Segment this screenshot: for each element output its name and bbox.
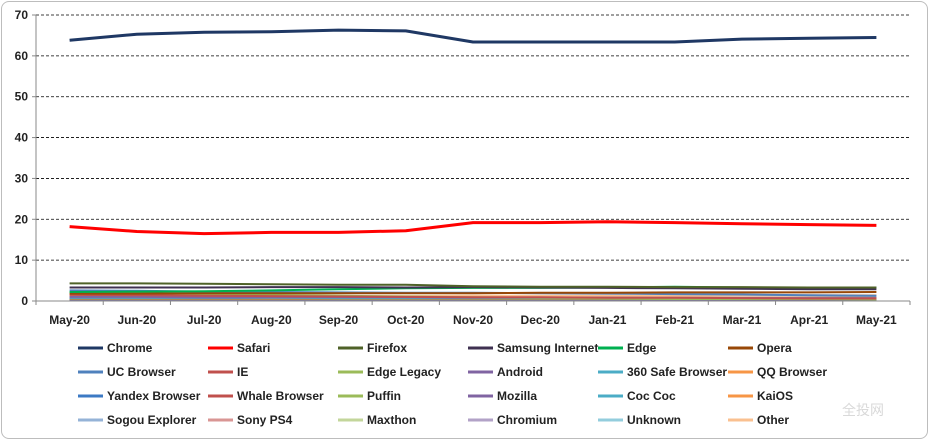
series-line-opera: [69, 291, 877, 295]
y-tick-label: 20: [15, 212, 29, 226]
legend-label: UC Browser: [107, 365, 176, 379]
legend-item-360-safe-browser: 360 Safe Browser: [598, 365, 727, 379]
x-tick-label: Nov-20: [453, 313, 493, 327]
legend-item-chromium: Chromium: [468, 413, 557, 427]
y-tick-label: 40: [15, 131, 29, 145]
y-tick-label: 50: [15, 90, 29, 104]
y-tick-label: 10: [15, 253, 29, 267]
legend-label: QQ Browser: [757, 365, 827, 379]
legend-label: Puffin: [367, 389, 401, 403]
legend-item-edge: Edge: [598, 341, 657, 355]
x-tick-label: Aug-20: [251, 313, 292, 327]
legend-item-samsung-internet: Samsung Internet: [468, 341, 598, 355]
legend-item-sony-ps4: Sony PS4: [208, 413, 293, 427]
x-tick-label: Dec-20: [521, 313, 561, 327]
y-tick-label: 60: [15, 49, 29, 63]
legend-item-puffin: Puffin: [338, 389, 401, 403]
legend-item-safari: Safari: [208, 341, 270, 355]
legend: Chrome Safari Firefox Samsung Internet Edge O…: [78, 341, 827, 427]
x-tick-label: Apr-21: [790, 313, 828, 327]
legend-label: Sony PS4: [237, 413, 293, 427]
x-tick-label: Mar-21: [723, 313, 762, 327]
x-axis-ticks: May-20 Jun-20 Jul-20 Aug-20 Sep-20 Oct-20 Nov-…: [35, 301, 911, 327]
y-axis-ticks: 0 10 20 30 40 50 60 70: [15, 8, 36, 308]
legend-label: IE: [237, 365, 248, 379]
watermark-text: 全投网: [842, 402, 884, 419]
legend-item-kaios: KaiOS: [728, 389, 793, 403]
legend-label: Sogou Explorer: [107, 413, 197, 427]
legend-label: Mozilla: [497, 389, 537, 403]
legend-label: Chrome: [107, 341, 153, 355]
y-tick-label: 30: [15, 171, 29, 185]
axes: [35, 15, 910, 302]
legend-label: Whale Browser: [237, 389, 324, 403]
legend-item-chrome: Chrome: [78, 341, 153, 355]
x-tick-label: Jul-20: [187, 313, 222, 327]
x-tick-label: Oct-20: [387, 313, 425, 327]
series-lines: [69, 28, 877, 302]
x-tick-label: Sep-20: [319, 313, 359, 327]
legend-item-edge-legacy: Edge Legacy: [338, 365, 441, 379]
legend-item-maxthon: Maxthon: [338, 413, 416, 427]
legend-label: Yandex Browser: [107, 389, 201, 403]
x-tick-label: Jan-21: [588, 313, 626, 327]
series-line-firefox: [69, 282, 877, 289]
legend-label: Chromium: [497, 413, 557, 427]
x-tick-label: May-20: [49, 313, 90, 327]
legend-item-opera: Opera: [728, 341, 792, 355]
series-line-ie: [69, 293, 877, 300]
legend-item-firefox: Firefox: [338, 341, 407, 355]
legend-item-ie: IE: [208, 365, 248, 379]
legend-label: Opera: [757, 341, 792, 355]
legend-item-yandex-browser: Yandex Browser: [78, 389, 201, 403]
x-tick-label: May-21: [856, 313, 897, 327]
series-line-chrome: [69, 28, 877, 44]
legend-item-other: Other: [728, 413, 789, 427]
legend-label: Firefox: [367, 341, 407, 355]
legend-item-uc-browser: UC Browser: [78, 365, 176, 379]
legend-label: Android: [497, 365, 543, 379]
legend-item-qq-browser: QQ Browser: [728, 365, 827, 379]
legend-item-whale-browser: Whale Browser: [208, 389, 324, 403]
legend-label: Unknown: [627, 413, 681, 427]
legend-label: 360 Safe Browser: [627, 365, 727, 379]
legend-label: Samsung Internet: [497, 341, 598, 355]
legend-item-mozilla: Mozilla: [468, 389, 537, 403]
legend-item-unknown: Unknown: [598, 413, 681, 427]
x-tick-label: Feb-21: [655, 313, 694, 327]
y-tick-label: 70: [15, 8, 29, 22]
legend-label: Maxthon: [367, 413, 416, 427]
legend-item-android: Android: [468, 365, 543, 379]
legend-item-coc-coc: Coc Coc: [598, 389, 676, 403]
gridlines: [36, 14, 910, 261]
y-tick-label: 0: [21, 294, 28, 308]
x-tick-label: Jun-20: [118, 313, 157, 327]
legend-label: Edge: [627, 341, 657, 355]
legend-label: Other: [757, 413, 789, 427]
legend-label: Coc Coc: [627, 389, 676, 403]
legend-label: KaiOS: [757, 389, 793, 403]
legend-item-sogou-explorer: Sogou Explorer: [78, 413, 197, 427]
series-line-safari: [69, 220, 877, 236]
legend-label: Safari: [237, 341, 270, 355]
legend-label: Edge Legacy: [367, 365, 441, 379]
